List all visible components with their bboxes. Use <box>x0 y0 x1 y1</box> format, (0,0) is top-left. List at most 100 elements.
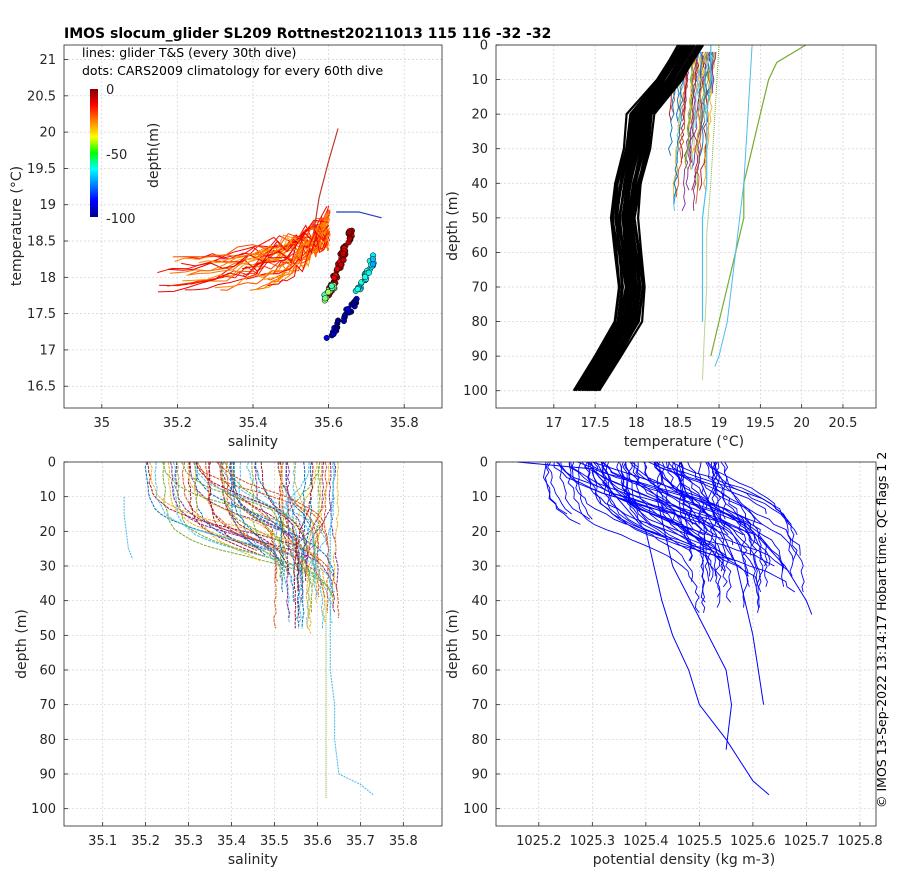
sal-glider-profile-69 <box>195 461 300 593</box>
dens-profile-24 <box>567 461 591 520</box>
sal-glider-profile-17 <box>188 461 307 567</box>
dens-profile-22 <box>601 461 662 536</box>
sal-glider-profile-56 <box>255 461 284 593</box>
temp-glider-profile-40 <box>702 51 710 122</box>
ts-ytick-label-7: 20 <box>39 126 56 141</box>
dens-axes-box <box>495 461 877 827</box>
dens-profile-60 <box>577 461 760 608</box>
sal-xtick-label-7: 35.8 <box>389 834 418 849</box>
ts-cars-dot-3-24 <box>345 305 352 312</box>
sal-glider-profile-40 <box>284 461 324 629</box>
colorbar-gradient <box>90 89 98 217</box>
ts-blue-tail <box>336 211 382 219</box>
dens-profile-71 <box>665 461 706 613</box>
dens-xtick-label-2: 1025.4 <box>623 834 669 849</box>
temp-cars-profile-21 <box>593 44 699 392</box>
ts-data <box>157 128 382 341</box>
dens-profile-40 <box>635 461 697 546</box>
temperature-panel: 17 17.5 18 18.5 19 19.5 20 20.5 0 10 20 30 40 50 60 70 8… <box>445 39 877 450</box>
colorbar-tick-0: 0 <box>106 83 114 98</box>
dens-ytick-label-1: 10 <box>471 490 488 505</box>
sal-glider-profile-21 <box>194 461 270 551</box>
dens-profile-65 <box>589 461 722 598</box>
ts-cars-dot-3-21 <box>334 324 341 331</box>
sal-ylabel: depth (m) <box>14 609 30 679</box>
temp-xtick-label-3: 18.5 <box>663 416 692 431</box>
ts-glider-line-39 <box>267 232 328 287</box>
temp-xlabel: temperature (°C) <box>624 434 744 450</box>
dens-profile-52 <box>605 461 758 582</box>
temp-cars-profile-13 <box>584 44 693 392</box>
sal-glider-profile-15 <box>277 461 321 598</box>
ts-cars-dot-0-65 <box>346 229 353 236</box>
dens-series-0 <box>517 461 770 796</box>
dens-ytick-label-10: 100 <box>463 802 488 817</box>
sal-ytick-label-6: 60 <box>39 664 56 679</box>
temp-ytick-label-10: 100 <box>463 384 488 399</box>
dens-profile-44 <box>547 461 572 515</box>
temp-cars-profile-27 <box>598 44 703 392</box>
ts-xtick-label-2: 35.4 <box>239 416 268 431</box>
temp-glider-profile-21 <box>699 51 710 156</box>
dens-profile-47 <box>706 461 794 577</box>
sal-glider-profile-19 <box>238 461 291 624</box>
dens-profile-73 <box>653 461 764 593</box>
dens-data <box>517 461 813 796</box>
sal-glider-profile-41 <box>187 461 263 557</box>
sal-ytick-label-10: 100 <box>31 802 56 817</box>
dens-profile-42 <box>627 461 705 551</box>
ts-cars-dot-3-23 <box>340 317 347 325</box>
temp-glider-profile-38 <box>685 51 699 191</box>
sal-glider-profile-62 <box>293 461 314 629</box>
temp-ytick-label-0: 0 <box>480 39 488 54</box>
ts-glider-line-38 <box>272 229 328 275</box>
ts-xtick-label-4: 35.8 <box>390 416 419 431</box>
ts-cars-dot-3-25 <box>350 300 357 307</box>
sal-glider-profile-66 <box>175 462 283 567</box>
temp-ytick-label-2: 20 <box>471 108 488 123</box>
temp-glider-profile-37 <box>686 51 697 129</box>
ts-ticks: 35 35.2 35.4 35.6 35.8 16.5 17 17.5 18 18.5 19 19.5… <box>27 53 419 431</box>
dens-profile-58 <box>644 461 725 531</box>
temp-ytick-label-4: 40 <box>471 177 488 192</box>
ts-ytick-label-6: 19.5 <box>27 162 56 177</box>
dens-extra-1 <box>656 496 733 750</box>
ts-ytick-label-1: 17 <box>39 343 56 358</box>
sal-glider-profile-47 <box>291 461 297 582</box>
ts-cars-dot-2-29 <box>369 256 376 263</box>
sal-glider-profile-57 <box>217 461 278 582</box>
temp-xtick-label-1: 17.5 <box>581 416 610 431</box>
temp-ytick-label-9: 90 <box>471 350 488 365</box>
temp-glider-profile-17 <box>692 51 707 211</box>
sal-glider-profile-37 <box>193 461 261 562</box>
dens-profile-54 <box>581 461 693 561</box>
sal-xtick-label-2: 35.3 <box>174 834 203 849</box>
ts-glider-line-28 <box>182 217 330 282</box>
ts-xtick-label-0: 35 <box>94 416 111 431</box>
temp-green-profile <box>702 44 720 381</box>
dens-extra-2 <box>698 479 765 705</box>
ts-xlabel: salinity <box>228 434 278 450</box>
ts-cars-dot-2-24 <box>365 269 372 276</box>
temp-ytick-label-8: 80 <box>471 315 488 330</box>
colorbar-label: depth(m) <box>146 123 162 188</box>
sal-ytick-label-0: 0 <box>48 456 56 471</box>
sal-ticks: 35.1 35.2 35.3 35.4 35.5 35.6 35.7 35.8 0 10 20 30 4… <box>31 456 418 850</box>
dens-profile-55 <box>577 461 593 520</box>
sal-xtick-label-6: 35.7 <box>346 834 375 849</box>
dens-ticks: 1025.2 1025.3 1025.4 1025.5 1025.6 1025.7 1025… <box>463 456 883 850</box>
temp-ytick-label-5: 50 <box>471 211 488 226</box>
salinity-panel: 35.1 35.2 35.3 35.4 35.5 35.6 35.7 35.8 0 10 20 30 4… <box>14 456 443 868</box>
ts-cars-dot-0-59 <box>331 274 338 281</box>
depth-colorbar: 0 -50 -100 depth(m) <box>90 83 162 227</box>
dens-profile-1 <box>602 461 796 593</box>
sal-glider-profile-36 <box>193 461 328 546</box>
sal-glider-profile-3 <box>328 461 339 593</box>
ts-cars-dot-0-69 <box>346 235 353 242</box>
ts-cars-dot-2-27 <box>354 286 361 293</box>
sal-xlabel: salinity <box>228 852 278 868</box>
ts-ytick-label-0: 16.5 <box>27 380 56 395</box>
ts-glider-line-36 <box>214 212 328 289</box>
ts-ytick-label-9: 21 <box>39 53 56 68</box>
ts-cars-dot-3-0 <box>323 334 330 341</box>
